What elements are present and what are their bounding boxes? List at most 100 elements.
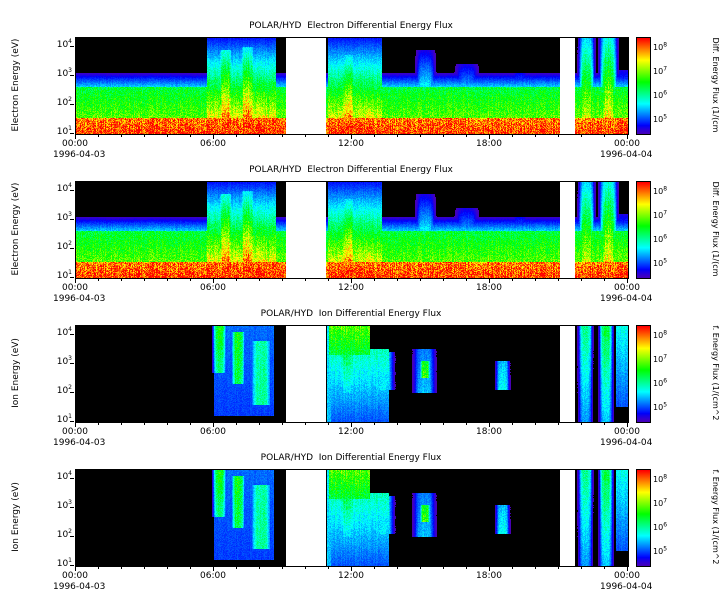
y-tick-mark <box>70 45 74 47</box>
colorbar-tick-label: 106 <box>653 521 668 532</box>
y-tick-label: 101 <box>56 413 72 426</box>
x-minor-tick-mark <box>259 423 260 425</box>
x-minor-tick-mark <box>374 135 375 137</box>
x-tick-mark <box>351 423 352 427</box>
x-tick-label: 00:00 <box>614 139 640 149</box>
y-tick-label: 104 <box>56 469 72 482</box>
x-tick-label: 12:00 <box>338 283 364 293</box>
x-minor-tick-mark <box>144 567 145 569</box>
colorbar-label: Diff. Energy Flux (1/(cm <box>711 181 720 277</box>
y-tick-mark <box>70 421 74 422</box>
y-tick-label: 102 <box>56 95 72 108</box>
y-tick-mark <box>70 189 74 191</box>
x-minor-tick-mark <box>98 567 99 569</box>
x-tick-mark <box>213 135 214 139</box>
x-tick-label: 12:00 <box>338 139 364 149</box>
colorbar-tick-label: 107 <box>653 65 668 76</box>
x-minor-tick-mark <box>121 135 122 137</box>
x-tick-mark <box>351 567 352 571</box>
y-axis-label: Ion Energy (eV) <box>11 482 21 552</box>
x-minor-tick-mark <box>328 279 329 281</box>
x-tick-label: 00:00 <box>614 283 640 293</box>
x-minor-tick-mark <box>236 279 237 281</box>
x-minor-tick-mark <box>167 279 168 281</box>
spectrogram-canvas <box>75 37 629 135</box>
x-minor-tick-mark <box>443 135 444 137</box>
y-tick-mark <box>70 218 74 220</box>
colorbar-label: f. Energy Flux (1/(cm^2 <box>711 325 720 421</box>
y-tick-mark <box>70 103 74 105</box>
colorbar-tick-label: 106 <box>653 377 668 388</box>
x-minor-tick-mark <box>535 423 536 425</box>
x-minor-tick-mark <box>144 279 145 281</box>
x-tick-mark <box>213 279 214 283</box>
x-minor-tick-mark <box>305 423 306 425</box>
y-tick-mark <box>70 74 74 76</box>
x-minor-tick-mark <box>374 279 375 281</box>
x-tick-mark <box>75 279 76 283</box>
x-tick-label: 00:00 <box>614 571 640 581</box>
x-minor-tick-mark <box>604 567 605 569</box>
y-tick-label: 103 <box>56 66 72 79</box>
x-tick-label: 18:00 <box>476 427 502 437</box>
x-minor-tick-mark <box>443 567 444 569</box>
x-minor-tick-mark <box>328 135 329 137</box>
x-minor-tick-mark <box>512 279 513 281</box>
x-tick-mark <box>213 567 214 571</box>
y-tick-mark <box>70 362 74 364</box>
panel-title: POLAR/HYD Electron Differential Energy F… <box>249 21 453 31</box>
x-minor-tick-mark <box>420 135 421 137</box>
colorbar-tick-label: 105 <box>653 257 668 268</box>
x-minor-tick-mark <box>190 423 191 425</box>
x-minor-tick-mark <box>167 567 168 569</box>
x-tick-mark <box>75 135 76 139</box>
x-minor-tick-mark <box>420 567 421 569</box>
x-minor-tick-mark <box>558 567 559 569</box>
colorbar-label: f. Energy Flux (1/(cm^2 <box>711 469 720 565</box>
spectrogram-canvas <box>75 469 629 567</box>
x-minor-tick-mark <box>558 423 559 425</box>
x-minor-tick-mark <box>282 423 283 425</box>
x-tick-label: 12:00 <box>338 571 364 581</box>
colorbar <box>636 469 651 567</box>
y-tick-mark <box>70 391 74 393</box>
x-minor-tick-mark <box>420 279 421 281</box>
colorbar <box>636 37 651 135</box>
x-minor-tick-mark <box>535 135 536 137</box>
x-minor-tick-mark <box>466 135 467 137</box>
y-tick-label: 101 <box>56 269 72 282</box>
x-tick-mark <box>627 279 628 283</box>
colorbar-tick-label: 105 <box>653 401 668 412</box>
panel-electron-spectrogram-2: POLAR/HYD Electron Differential Energy F… <box>0 164 722 308</box>
x-tick-label: 00:00 <box>62 139 88 149</box>
x-minor-tick-mark <box>167 423 168 425</box>
colorbar-tick-label: 107 <box>653 209 668 220</box>
colorbar-tick-label: 106 <box>653 89 668 100</box>
y-axis-label: Electron Energy (eV) <box>11 182 21 276</box>
colorbar-tick-label: 106 <box>653 233 668 244</box>
x-minor-tick-mark <box>121 279 122 281</box>
y-tick-mark <box>70 565 74 566</box>
y-tick-mark <box>70 506 74 508</box>
panel-electron-spectrogram-1: POLAR/HYD Electron Differential Energy F… <box>0 20 722 164</box>
x-minor-tick-mark <box>374 423 375 425</box>
x-minor-tick-mark <box>604 135 605 137</box>
x-start-date: 1996-04-03 <box>53 150 106 160</box>
panel-title: POLAR/HYD Ion Differential Energy Flux <box>260 453 442 463</box>
x-minor-tick-mark <box>581 423 582 425</box>
x-minor-tick-mark <box>466 567 467 569</box>
x-tick-label: 00:00 <box>614 427 640 437</box>
x-minor-tick-mark <box>98 135 99 137</box>
colorbar-tick-label: 108 <box>653 473 668 484</box>
y-tick-label: 104 <box>56 325 72 338</box>
y-tick-label: 101 <box>56 125 72 138</box>
panel-ion-spectrogram-1: POLAR/HYD Ion Differential Energy Flux I… <box>0 308 722 452</box>
y-tick-label: 103 <box>56 498 72 511</box>
colorbar-tick-label: 105 <box>653 113 668 124</box>
x-end-date: 1996-04-04 <box>600 150 653 160</box>
spectrogram-canvas <box>75 181 629 279</box>
x-end-date: 1996-04-04 <box>600 438 653 448</box>
colorbar-tick-label: 107 <box>653 497 668 508</box>
x-minor-tick-mark <box>535 567 536 569</box>
x-minor-tick-mark <box>397 567 398 569</box>
